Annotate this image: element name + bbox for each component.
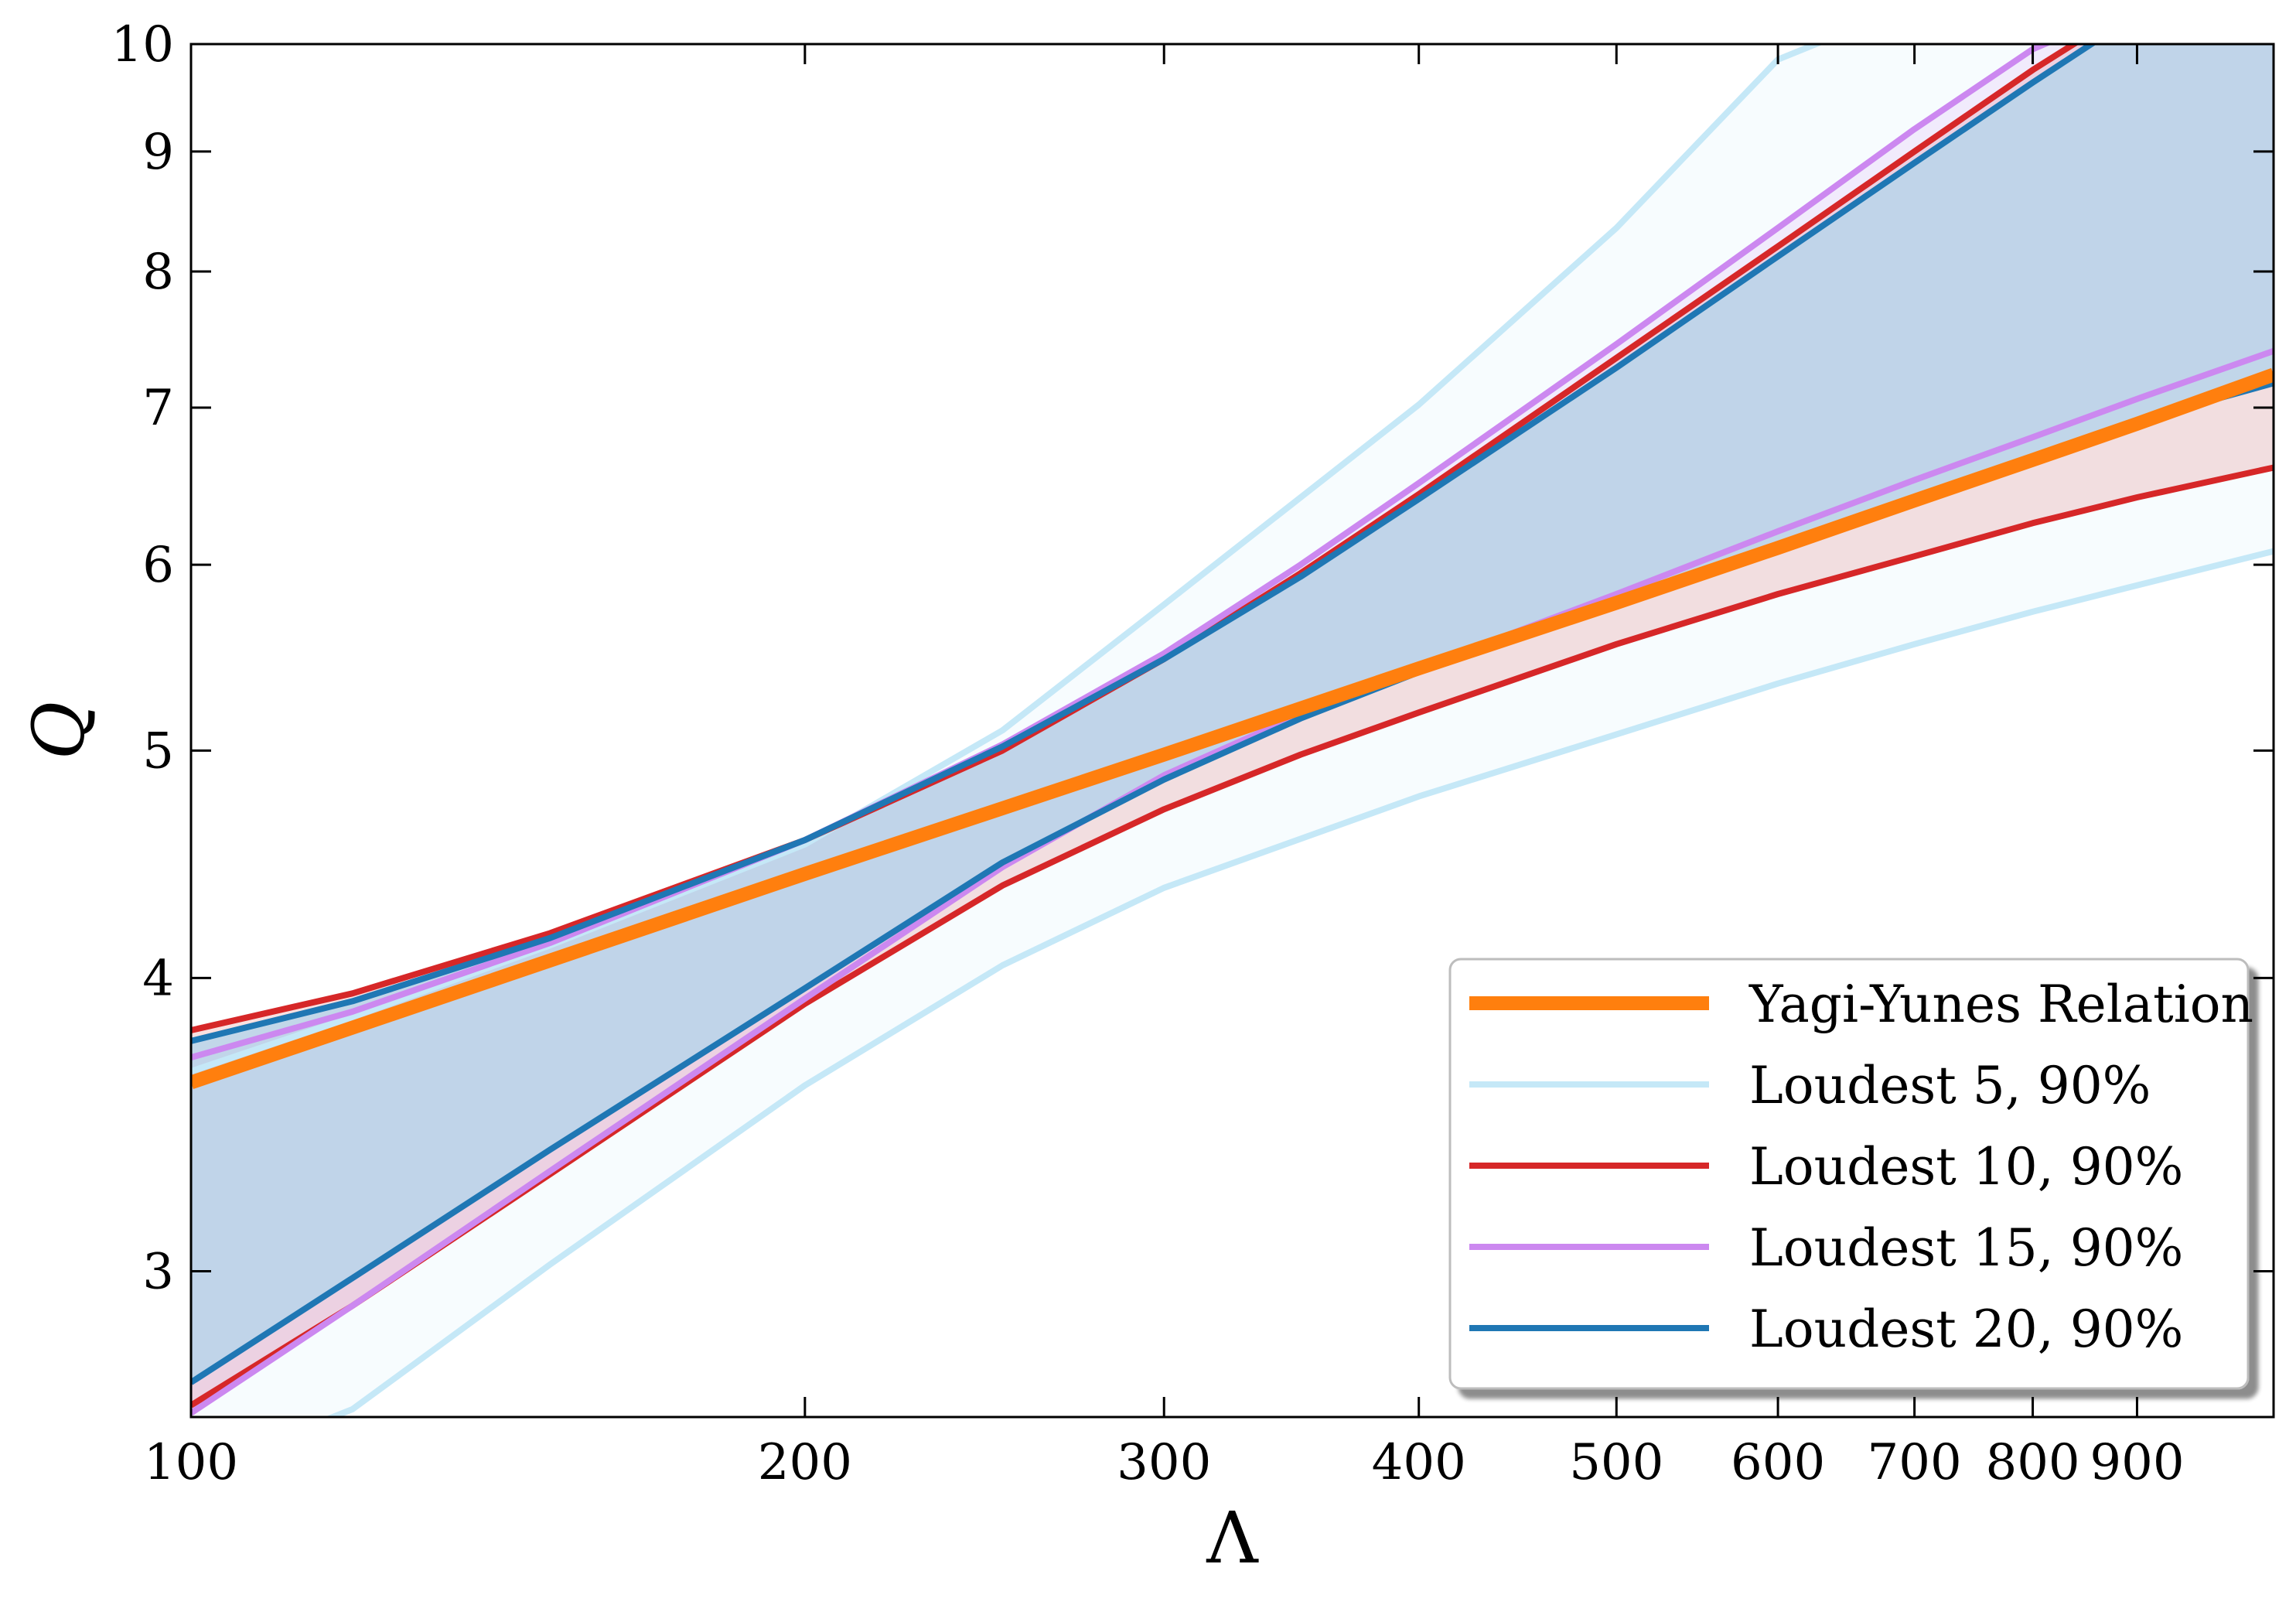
- x-tick-label: 700: [1868, 1434, 1962, 1491]
- legend-box: [1448, 958, 2250, 1390]
- y-tick-label: 8: [142, 244, 174, 301]
- y-tick-label: 7: [142, 380, 174, 437]
- band-loudest-20-90: [191, 44, 2274, 1383]
- legend: Yagi-Yunes Relation Loudest 5, 90% Loudest…: [1448, 958, 2253, 1390]
- y-tick-label: 6: [142, 537, 174, 594]
- upper-line-loudest-15-90: [191, 44, 2052, 1060]
- legend-label-loudest-20-90: Loudest 20, 90%: [1749, 1299, 2183, 1359]
- legend-label-yagi-yunes-relation: Yagi-Yunes Relation: [1748, 975, 2253, 1034]
- y-tick-label: 3: [142, 1243, 174, 1300]
- x-tick-label: 300: [1117, 1434, 1211, 1491]
- y-tick-label: 5: [142, 722, 174, 780]
- x-axis-label: Λ: [1206, 1497, 1259, 1579]
- x-tick-label: 600: [1731, 1434, 1825, 1491]
- legend-label-loudest-5-90: Loudest 5, 90%: [1749, 1056, 2151, 1115]
- series-lines: [191, 44, 2274, 1417]
- y-tick-label: 10: [111, 16, 174, 73]
- upper-line-loudest-20-90: [191, 44, 2097, 1044]
- legend-label-loudest-10-90: Loudest 10, 90%: [1749, 1137, 2183, 1197]
- upper-line-loudest-10-90: [191, 44, 2080, 1033]
- x-tick-label: 800: [1985, 1434, 2079, 1491]
- plot-frame: [189, 43, 2275, 1419]
- line-yagi-yunes-relation: [191, 367, 2274, 1090]
- x-tick-label: 400: [1372, 1434, 1466, 1491]
- y-axis-label: Q: [18, 702, 101, 760]
- lower-line-loudest-5-90: [324, 548, 2274, 1417]
- x-tick-label: 200: [758, 1434, 852, 1491]
- x-tick-label: 500: [1569, 1434, 1663, 1491]
- y-tick-label: 4: [142, 950, 174, 1007]
- x-tick-label: 900: [2090, 1434, 2184, 1491]
- axis-tick-labels: 100 200 300 400 500 600 700 800 900 3 4 5 6 7 8 9 10: [111, 16, 2185, 1491]
- legend-label-loudest-15-90: Loudest 15, 90%: [1749, 1218, 2183, 1278]
- y-tick-label: 9: [142, 124, 174, 181]
- axis-ticks: [189, 43, 2274, 1417]
- x-tick-label: 100: [144, 1434, 238, 1491]
